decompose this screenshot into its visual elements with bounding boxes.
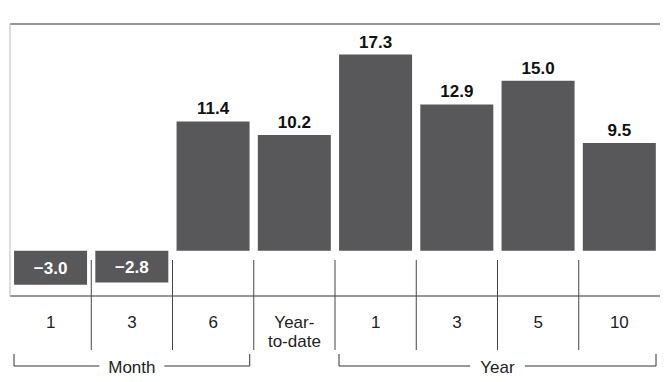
svg-text:1: 1: [371, 313, 380, 332]
svg-text:−3.0: −3.0: [34, 259, 68, 278]
svg-text:10: 10: [610, 313, 629, 332]
svg-text:3: 3: [452, 313, 461, 332]
svg-text:12.9: 12.9: [440, 82, 473, 101]
svg-text:Month: Month: [108, 358, 155, 377]
svg-text:Year-: Year-: [274, 313, 314, 332]
svg-text:−2.8: −2.8: [115, 258, 149, 277]
svg-text:15.0: 15.0: [522, 59, 555, 78]
svg-text:Year: Year: [480, 358, 515, 377]
svg-text:17.3: 17.3: [359, 33, 392, 52]
svg-text:3: 3: [127, 313, 136, 332]
svg-text:11.4: 11.4: [197, 99, 230, 118]
svg-text:9.5: 9.5: [607, 121, 631, 140]
svg-text:6: 6: [208, 313, 217, 332]
svg-text:10.2: 10.2: [278, 113, 311, 132]
svg-text:5: 5: [533, 313, 542, 332]
svg-text:1: 1: [46, 313, 55, 332]
svg-text:to-date: to-date: [268, 332, 321, 351]
